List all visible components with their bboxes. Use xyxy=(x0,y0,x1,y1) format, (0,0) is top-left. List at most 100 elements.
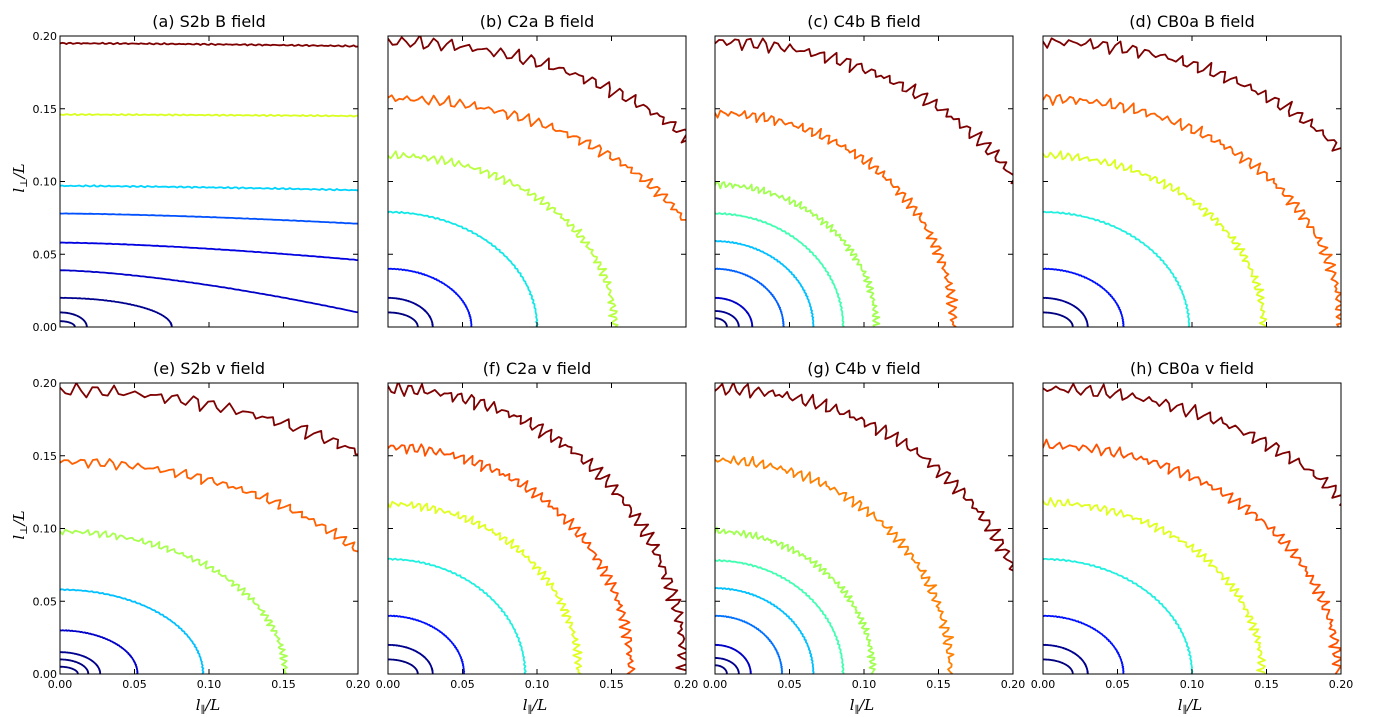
x-tick-label: 0.15 xyxy=(271,678,296,691)
panel-8: (h) CB0a v field 0.00 0.05 0.10 0.15 0.20 xyxy=(1031,359,1354,691)
contour-line-7 xyxy=(715,109,959,327)
contour-lines xyxy=(715,37,1013,327)
contour-line-8 xyxy=(715,37,1013,185)
contour-line-0 xyxy=(60,320,76,327)
x-tick-label: 0.20 xyxy=(674,678,699,691)
contour-lines xyxy=(388,36,686,327)
panel-2: (b) C2a B field xyxy=(387,12,687,328)
y-tick-label: 0.05 xyxy=(33,248,58,261)
x-tick-label: 0.20 xyxy=(1329,678,1354,691)
contour-line-8 xyxy=(715,383,1013,572)
contour-line-6 xyxy=(60,184,358,192)
contour-line-6 xyxy=(388,383,686,672)
contour-line-4 xyxy=(1043,497,1267,674)
contour-line-6 xyxy=(388,36,686,144)
contour-line-5 xyxy=(715,212,845,327)
contour-line-2 xyxy=(715,643,752,674)
contour-line-3 xyxy=(1043,558,1194,674)
contour-line-2 xyxy=(60,651,102,674)
contour-line-4 xyxy=(388,150,619,327)
panel-3: (c) C4b B field xyxy=(714,12,1014,328)
contour-line-4 xyxy=(715,240,815,327)
contour-line-4 xyxy=(388,500,583,674)
contour-lines xyxy=(1043,37,1341,327)
panel-title: (g) C4b v field xyxy=(807,359,920,378)
contour-line-1 xyxy=(715,657,740,674)
contour-line-0 xyxy=(60,665,79,674)
x-axis-label-f: l∥/L xyxy=(523,696,547,716)
x-tick-label: 0.10 xyxy=(852,678,877,691)
y-axis-label-e: l⊥/L xyxy=(10,510,30,539)
contour-line-5 xyxy=(1043,438,1341,674)
y-tick-label: 0.00 xyxy=(33,668,58,681)
y-tick-label: 0.15 xyxy=(33,450,58,463)
y-tick-label: 0.20 xyxy=(33,377,58,390)
contour-line-7 xyxy=(715,455,955,674)
contour-line-2 xyxy=(388,614,466,674)
x-axis-label-h: l∥/L xyxy=(1178,696,1202,716)
contour-line-6 xyxy=(715,526,877,674)
contour-line-5 xyxy=(388,443,636,674)
contour-line-1 xyxy=(60,311,88,327)
contour-line-5 xyxy=(60,212,358,225)
x-axis-label-e: l∥/L xyxy=(196,696,220,716)
x-tick-label: 0.00 xyxy=(376,678,401,691)
contour-line-7 xyxy=(60,112,358,118)
plot-frame xyxy=(1042,382,1342,675)
panel-title: (h) CB0a v field xyxy=(1130,359,1254,378)
contour-line-3 xyxy=(388,557,527,674)
contour-line-1 xyxy=(60,658,90,674)
y-tick-label: 0.10 xyxy=(33,523,58,536)
contour-line-0 xyxy=(715,664,728,674)
plot-frame xyxy=(59,35,359,328)
y-tick-label: 0.00 xyxy=(33,321,58,334)
panel-1: (a) S2b B field 0.00 0.05 0.10 0.15 0.20 xyxy=(33,12,359,334)
panel-7: (g) C4b v field 0.00 0.05 0.10 0.15 0.20 xyxy=(703,359,1026,691)
contour-line-1 xyxy=(1043,296,1089,327)
contour-line-1 xyxy=(715,310,740,327)
axis-labels: l∥/L l∥/L l∥/L l∥/L l⊥/L l⊥/L xyxy=(10,163,1202,716)
plot-frame xyxy=(1042,35,1342,328)
contour-lines xyxy=(388,383,686,674)
panel-6: (f) C2a v field 0.00 0.05 0.10 0.15 0.20 xyxy=(376,359,699,691)
contour-line-2 xyxy=(715,296,754,327)
y-tick-label: 0.20 xyxy=(33,30,58,43)
contour-line-3 xyxy=(388,210,539,327)
contour-line-2 xyxy=(60,296,173,327)
contour-line-1 xyxy=(388,643,434,674)
contour-line-2 xyxy=(1043,267,1125,327)
contour-line-6 xyxy=(715,181,881,327)
contour-line-8 xyxy=(60,41,358,48)
contour-line-0 xyxy=(715,317,728,327)
x-tick-label: 0.15 xyxy=(1254,678,1279,691)
panel-title: (f) C2a v field xyxy=(483,359,592,378)
contour-line-5 xyxy=(60,528,288,674)
contour-line-0 xyxy=(388,658,419,674)
panel-title: (c) C4b B field xyxy=(807,12,921,31)
y-axis-label-a: l⊥/L xyxy=(10,163,30,192)
x-tick-label: 0.05 xyxy=(777,678,802,691)
contour-line-6 xyxy=(60,458,358,553)
panel-title: (a) S2b B field xyxy=(152,12,266,31)
x-axis-label-g: l∥/L xyxy=(850,696,874,716)
panel-5: (e) S2b v field 0.000.00 0.05 0.05 0.10 0.10 0… xyxy=(33,359,371,691)
contour-line-0 xyxy=(1043,658,1074,674)
contour-lines xyxy=(1043,383,1341,674)
x-tick-label: 0.20 xyxy=(1001,678,1026,691)
contour-line-4 xyxy=(60,241,358,262)
y-tick-label: 0.15 xyxy=(33,103,58,116)
plot-frame xyxy=(59,382,359,675)
x-tick-label: 0.00 xyxy=(703,678,728,691)
panel-title: (e) S2b v field xyxy=(153,359,265,378)
contour-line-6 xyxy=(1043,383,1341,506)
contour-line-3 xyxy=(715,614,784,674)
contour-line-4 xyxy=(60,588,205,674)
contour-line-4 xyxy=(1043,150,1268,327)
y-tick-label: 0.10 xyxy=(33,176,58,189)
panel-title: (d) CB0a B field xyxy=(1129,12,1255,31)
contour-line-4 xyxy=(715,587,815,674)
contour-line-5 xyxy=(388,94,686,229)
contour-line-1 xyxy=(1043,643,1089,674)
y-tick-label: 0.05 xyxy=(33,595,58,608)
contour-line-1 xyxy=(388,296,434,327)
